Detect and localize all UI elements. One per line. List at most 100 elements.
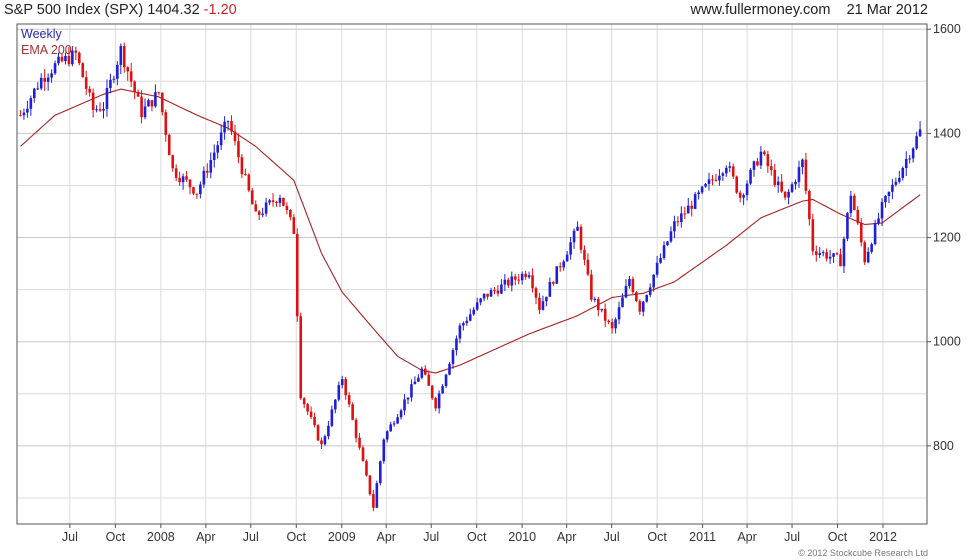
candle-body [385, 431, 389, 440]
candle-body [686, 205, 690, 214]
candle-body [406, 397, 410, 400]
candle-body [617, 307, 621, 320]
candle-body [828, 256, 832, 259]
candle-body [136, 91, 140, 97]
candle-body [538, 297, 541, 310]
candle-body [479, 298, 482, 303]
candle-body [683, 213, 687, 215]
x-axis: Jul Oct 2008 Apr Jul Oct 2009 Apr Jul Oct 2010 Apr J… [62, 524, 897, 544]
candle-body [403, 399, 406, 411]
candle-body [212, 152, 216, 161]
candle-body [226, 121, 230, 123]
candle-body [119, 46, 123, 65]
candle-body [323, 436, 327, 445]
candle-body [306, 404, 309, 412]
candle-body [801, 159, 804, 168]
candle-body [244, 174, 247, 176]
candle-body [337, 385, 341, 400]
candle-body [112, 78, 116, 80]
candle-body [57, 56, 60, 64]
candle-body [558, 266, 562, 268]
website-link[interactable]: www.fullermoney.com [690, 2, 831, 18]
y-tick-label: 1000 [933, 335, 961, 349]
candle-body [233, 131, 237, 142]
candle-body [223, 121, 226, 133]
candle-body [109, 79, 112, 89]
candle-body [237, 141, 240, 158]
x-tick-label: Apr [557, 530, 576, 544]
candle-body [534, 288, 538, 298]
candle-body [268, 200, 271, 203]
candle-body [825, 252, 828, 259]
x-tick-label: Jul [423, 530, 439, 544]
candle-body [209, 160, 213, 173]
candle-body [413, 381, 417, 385]
x-tick-label: Oct [828, 530, 848, 544]
y-tick-label: 1600 [933, 22, 961, 36]
candle-body [91, 92, 95, 110]
candle-body [174, 168, 178, 178]
candle-body [330, 409, 334, 426]
candle-body [759, 151, 763, 166]
candle-body [863, 242, 867, 263]
candle-body [410, 384, 413, 398]
candle-body [513, 276, 517, 280]
candle-body [482, 293, 486, 299]
candle-body [19, 115, 22, 117]
candle-body [71, 50, 74, 65]
y-axis: 800 1000 1200 1400 1600 [927, 22, 961, 453]
candle-body [372, 494, 375, 508]
candle-body [486, 293, 489, 297]
candle-body [50, 73, 53, 78]
candle-body [316, 425, 320, 441]
candle-body [199, 184, 202, 195]
candle-body [292, 217, 296, 234]
candle-body [444, 374, 448, 387]
x-tick-label: 2010 [508, 530, 536, 544]
candle-body [496, 290, 500, 294]
candle-body [856, 209, 860, 224]
x-tick-label: Apr [377, 530, 396, 544]
candle-body [531, 275, 534, 289]
candle-body [503, 279, 507, 285]
candle-body [261, 213, 264, 215]
candle-body [887, 191, 891, 196]
candle-body [763, 151, 766, 155]
candle-body [794, 181, 797, 185]
candle-body [116, 64, 119, 79]
candle-body [500, 284, 503, 294]
candle-body [216, 145, 219, 153]
candle-body [697, 192, 700, 195]
candle-body [870, 244, 873, 252]
candle-body [752, 161, 756, 170]
candle-body [36, 88, 40, 90]
candle-body [880, 202, 884, 219]
candle-body [628, 279, 631, 287]
candle-body [143, 106, 147, 118]
candle-body [354, 419, 358, 438]
weekly-candles [19, 42, 922, 512]
candle-body [707, 179, 711, 185]
candle-body [631, 279, 635, 293]
ema-200-series [20, 88, 921, 374]
candle-body [43, 77, 46, 82]
candle-body [572, 230, 576, 243]
candle-body [462, 323, 465, 326]
candle-body [898, 178, 901, 182]
candle-body [157, 92, 161, 94]
candle-body [133, 81, 136, 92]
candle-body [725, 167, 728, 174]
candle-body [915, 136, 918, 149]
candle-body [334, 399, 337, 410]
x-tick-label: Apr [737, 530, 756, 544]
candle-body [455, 338, 458, 351]
candle-body [396, 417, 399, 424]
candle-body [105, 88, 109, 109]
candle-body [565, 254, 569, 262]
candle-body [26, 108, 29, 113]
candle-body [347, 395, 351, 405]
candle-body [64, 55, 67, 62]
candle-body [126, 67, 130, 72]
candle-body [327, 425, 330, 437]
candle-body [88, 88, 91, 93]
